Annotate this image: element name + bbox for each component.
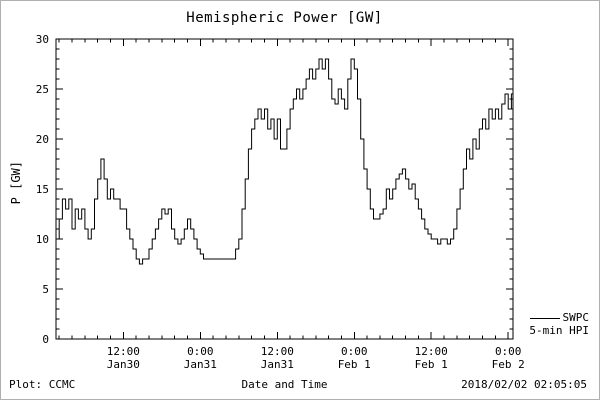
svg-text:30: 30 bbox=[36, 33, 49, 46]
svg-text:Feb 2: Feb 2 bbox=[492, 358, 525, 371]
svg-text:15: 15 bbox=[36, 183, 49, 196]
svg-text:Jan31: Jan31 bbox=[261, 358, 294, 371]
legend-series-label: 5-min HPI bbox=[529, 324, 589, 337]
svg-text:10: 10 bbox=[36, 233, 49, 246]
x-axis-label: Date and Time bbox=[241, 378, 328, 391]
svg-text:0:00: 0:00 bbox=[187, 345, 214, 358]
svg-text:25: 25 bbox=[36, 83, 49, 96]
svg-text:Feb 1: Feb 1 bbox=[415, 358, 448, 371]
svg-text:Jan31: Jan31 bbox=[184, 358, 217, 371]
svg-text:0:00: 0:00 bbox=[341, 345, 368, 358]
legend-line-sample bbox=[529, 317, 560, 319]
svg-text:12:00: 12:00 bbox=[261, 345, 294, 358]
svg-text:Jan30: Jan30 bbox=[107, 358, 140, 371]
svg-text:12:00: 12:00 bbox=[415, 345, 448, 358]
legend: SWPC 5-min HPI bbox=[529, 311, 589, 337]
chart-title: Hemispheric Power [GW] bbox=[186, 10, 383, 26]
legend-row-source: SWPC bbox=[529, 311, 589, 324]
plot-timestamp: 2018/02/02 02:05:05 bbox=[461, 378, 587, 391]
svg-text:Feb 1: Feb 1 bbox=[338, 358, 371, 371]
svg-text:0: 0 bbox=[42, 333, 49, 346]
svg-text:5: 5 bbox=[42, 283, 49, 296]
svg-text:0:00: 0:00 bbox=[495, 345, 522, 358]
legend-source-label: SWPC bbox=[562, 311, 590, 324]
svg-text:20: 20 bbox=[36, 133, 49, 146]
plot-credit: Plot: CCMC bbox=[9, 378, 76, 391]
svg-text:12:00: 12:00 bbox=[107, 345, 140, 358]
